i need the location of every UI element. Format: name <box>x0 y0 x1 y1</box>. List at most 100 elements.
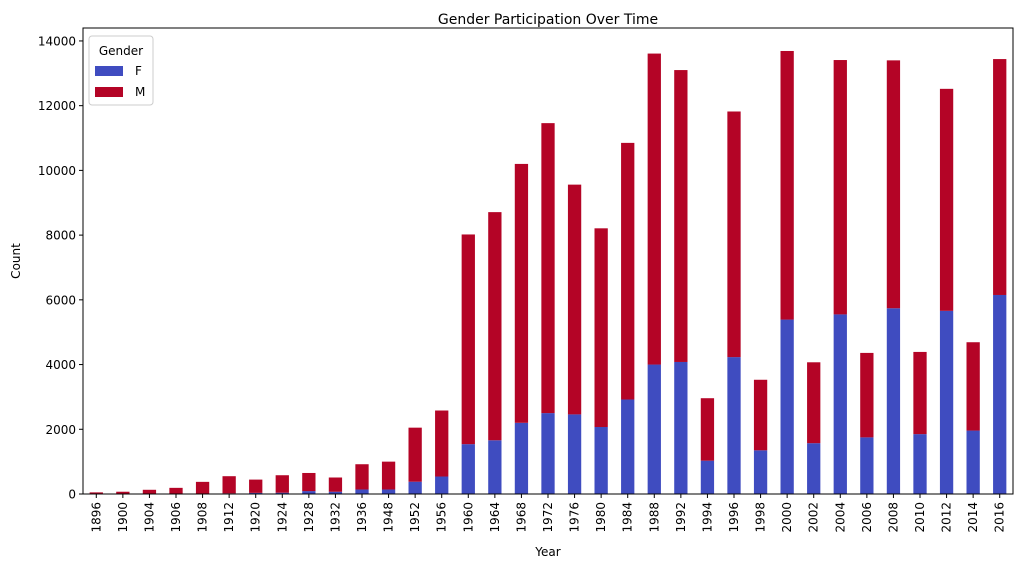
bar-m-1980 <box>594 228 608 428</box>
legend: Gender F M <box>88 35 154 106</box>
bar-f-2014 <box>966 430 980 494</box>
bar-f-1980 <box>594 427 608 494</box>
x-tick-label-1904: 1904 <box>142 502 156 533</box>
y-tick-label-0: 0 <box>68 488 76 502</box>
bar-m-1908 <box>195 481 210 494</box>
x-tick-label-2012: 2012 <box>940 502 954 533</box>
x-tick-label-1972: 1972 <box>541 502 555 533</box>
bar-f-1948 <box>381 489 396 494</box>
bar-f-2016 <box>993 294 1007 494</box>
bar-m-1988 <box>647 53 661 365</box>
legend-swatch-f <box>95 66 123 76</box>
y-tick-label-10000: 10000 <box>38 164 76 178</box>
x-tick-label-1920: 1920 <box>249 502 263 533</box>
bar-m-2012 <box>939 88 954 311</box>
bar-m-1904 <box>142 489 157 494</box>
x-tick-label-1960: 1960 <box>461 502 475 533</box>
bar-m-1896 <box>89 492 103 494</box>
bar-m-1932 <box>328 477 343 492</box>
y-axis-label: Count <box>9 243 23 279</box>
chart-title: Gender Participation Over Time <box>438 12 658 28</box>
bar-m-1936 <box>355 464 369 490</box>
x-tick-label-1956: 1956 <box>435 502 449 533</box>
bar-f-1984 <box>621 399 635 494</box>
x-tick-label-1994: 1994 <box>700 502 714 533</box>
x-tick-label-1952: 1952 <box>408 502 422 533</box>
bar-m-1998 <box>753 379 768 451</box>
x-tick-label-2000: 2000 <box>780 502 794 533</box>
x-tick-label-1948: 1948 <box>382 502 396 533</box>
bar-m-2004 <box>833 60 847 315</box>
y-tick-label-8000: 8000 <box>45 229 76 243</box>
x-tick-label-2016: 2016 <box>993 502 1007 533</box>
y-tick-label-2000: 2000 <box>45 423 76 437</box>
bar-f-1960 <box>461 444 475 494</box>
x-tick-label-1912: 1912 <box>222 502 236 533</box>
bar-m-2000 <box>780 50 794 320</box>
x-axis-ticks: 1896 1900 1904 1906 1908 1912 1920 1924 1928 1932… <box>89 494 1007 533</box>
bar-f-1988 <box>647 364 661 494</box>
x-tick-label-2006: 2006 <box>860 502 874 533</box>
bar-f-2000 <box>780 319 794 494</box>
bar-m-1956 <box>435 410 449 477</box>
bar-f-1956 <box>435 476 449 494</box>
bar-f-2008 <box>886 308 901 494</box>
bar-f-2012 <box>939 310 954 494</box>
bar-f-1972 <box>541 413 555 494</box>
bar-m-1906 <box>169 487 183 494</box>
x-tick-label-2010: 2010 <box>913 502 927 533</box>
x-tick-label-1998: 1998 <box>754 502 768 533</box>
x-tick-label-1906: 1906 <box>169 502 183 533</box>
bar-f-1976 <box>567 414 582 494</box>
y-axis-ticks: 0 2000 4000 6000 8000 10000 12000 14000 <box>38 34 83 502</box>
y-tick-label-14000: 14000 <box>38 34 76 48</box>
bar-m-1972 <box>541 123 555 414</box>
y-tick-label-4000: 4000 <box>45 358 76 372</box>
plot-area-frame <box>82 27 1014 495</box>
bar-f-1998 <box>753 450 768 494</box>
bar-m-2002 <box>807 362 821 444</box>
bar-m-2010 <box>913 351 927 435</box>
x-tick-label-1928: 1928 <box>302 502 316 533</box>
bar-f-1920 <box>249 492 263 494</box>
y-tick-label-12000: 12000 <box>38 99 76 113</box>
x-tick-label-1908: 1908 <box>196 502 210 533</box>
bar-m-1964 <box>488 212 502 441</box>
bar-f-1932 <box>328 491 343 494</box>
bar-f-1952 <box>408 481 422 494</box>
bar-m-2008 <box>886 60 901 309</box>
bar-m-2016 <box>993 59 1007 295</box>
bar-m-1960 <box>461 234 475 445</box>
bar-m-2014 <box>966 342 980 431</box>
x-tick-label-2014: 2014 <box>966 502 980 533</box>
bar-f-2006 <box>860 437 874 494</box>
x-tick-label-1900: 1900 <box>116 502 130 533</box>
legend-swatch-m <box>95 87 123 97</box>
y-tick-label-6000: 6000 <box>45 293 76 307</box>
x-tick-label-2008: 2008 <box>886 502 900 533</box>
x-tick-label-1964: 1964 <box>488 502 502 533</box>
bar-f-2010 <box>913 434 927 494</box>
x-tick-label-1936: 1936 <box>355 502 369 533</box>
x-tick-label-2004: 2004 <box>833 502 847 533</box>
x-tick-label-1988: 1988 <box>647 502 661 533</box>
bar-f-1992 <box>674 361 688 494</box>
bar-f-1936 <box>355 489 369 494</box>
bar-m-1900 <box>116 491 130 494</box>
bar-f-1964 <box>488 440 502 494</box>
bar-m-1912 <box>222 476 236 494</box>
legend-label-m: M <box>135 85 145 99</box>
bar-m-1984 <box>621 142 635 400</box>
x-tick-label-1992: 1992 <box>674 502 688 533</box>
x-tick-label-1976: 1976 <box>568 502 582 533</box>
bar-m-1928 <box>302 472 316 492</box>
x-tick-label-1968: 1968 <box>514 502 528 533</box>
bar-m-1948 <box>381 461 396 490</box>
bar-m-1992 <box>674 70 688 362</box>
bar-f-2004 <box>833 314 847 494</box>
x-tick-label-1996: 1996 <box>727 502 741 533</box>
x-tick-label-2002: 2002 <box>807 502 821 533</box>
bar-m-1924 <box>275 475 289 493</box>
